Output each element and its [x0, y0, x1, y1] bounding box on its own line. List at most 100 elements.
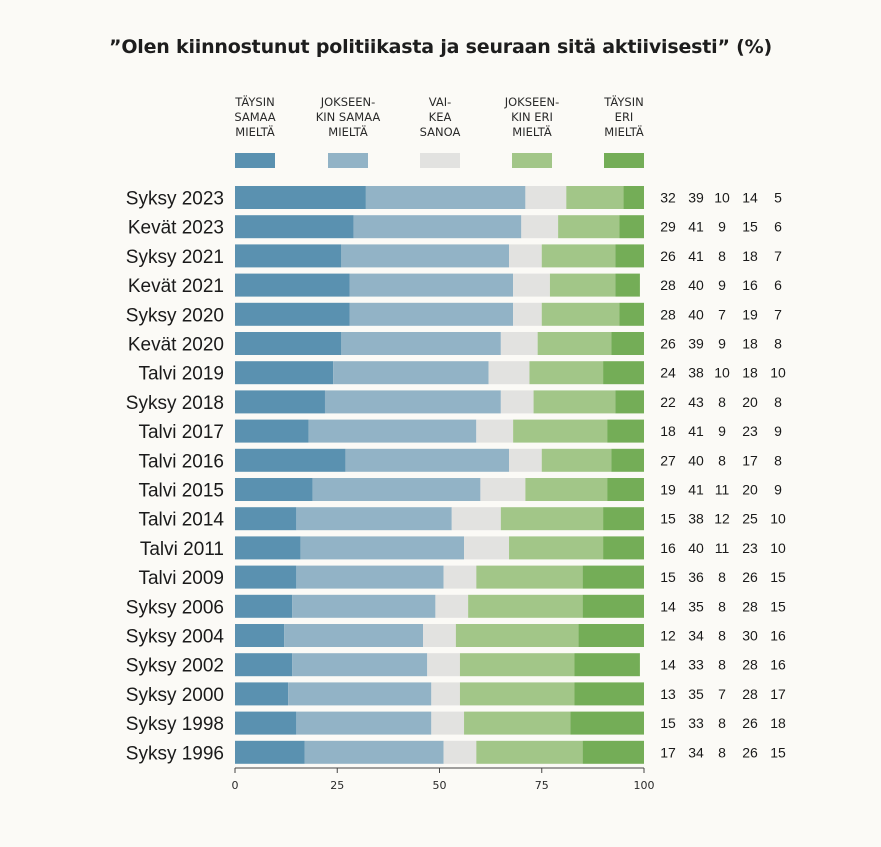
data-label: 28 — [660, 277, 676, 293]
bar-segment — [611, 448, 644, 472]
legend-item: JOKSEEN- KIN SAMAA MIELTÄ — [303, 95, 393, 168]
category-label: Talvi 2014 — [138, 510, 224, 531]
data-label: 35 — [688, 598, 704, 614]
bar-segment — [509, 536, 604, 560]
bar-segment — [525, 186, 567, 209]
data-label: 27 — [660, 452, 676, 468]
bar-segment — [476, 565, 583, 589]
data-label: 40 — [688, 306, 704, 322]
data-label: 7 — [774, 306, 782, 322]
data-label: 6 — [774, 219, 782, 235]
category-label: Syksy 2004 — [126, 627, 225, 648]
data-label: 13 — [660, 686, 676, 702]
bar-segment — [603, 361, 644, 385]
data-label: 18 — [742, 248, 758, 264]
bar-segment — [235, 273, 350, 297]
legend-item: TÄYSIN SAMAA MIELTÄ — [210, 95, 300, 168]
bar-segment — [582, 565, 644, 589]
data-label: 40 — [688, 277, 704, 293]
bar-segment — [300, 536, 465, 560]
x-tick-label: 0 — [232, 779, 239, 792]
data-label: 15 — [770, 598, 786, 614]
bar-segment — [476, 419, 514, 443]
bar-segment — [431, 682, 460, 706]
data-label: 40 — [688, 452, 704, 468]
bar-segment — [500, 507, 604, 531]
legend-label: VAI- KEA SANOA — [419, 95, 461, 139]
bar-segment — [574, 653, 640, 677]
data-label: 8 — [718, 248, 726, 264]
data-label: 34 — [688, 744, 704, 760]
bar-segment — [296, 711, 432, 735]
legend-swatch — [420, 153, 460, 168]
category-label: Syksy 2018 — [126, 393, 224, 414]
bar-segment — [427, 653, 460, 677]
data-label: 8 — [718, 394, 726, 410]
data-label: 11 — [715, 540, 730, 556]
bar-segment — [480, 478, 526, 501]
category-label: Syksy 2006 — [126, 597, 224, 618]
data-label: 5 — [774, 190, 782, 206]
bar-segment — [292, 594, 436, 618]
bar-segment — [235, 507, 297, 531]
bar-segment — [443, 740, 477, 764]
bar-segment — [235, 711, 297, 735]
bar-segment — [235, 740, 305, 764]
data-label: 43 — [688, 394, 704, 410]
data-label: 8 — [718, 628, 726, 644]
data-label: 26 — [742, 744, 758, 760]
x-tick-label: 75 — [535, 779, 549, 792]
bar-segment — [235, 302, 350, 326]
bar-segment — [525, 478, 608, 501]
data-label: 26 — [660, 336, 676, 352]
bar-segment — [615, 244, 644, 268]
data-label: 16 — [742, 277, 758, 293]
bar-segment — [435, 594, 469, 618]
bar-segment — [235, 448, 346, 472]
data-label: 9 — [718, 423, 726, 439]
bar-segment — [541, 302, 620, 326]
category-label: Syksy 2021 — [126, 247, 224, 268]
bar-segment — [513, 273, 550, 297]
legend-swatch — [604, 153, 644, 168]
data-label: 28 — [742, 598, 758, 614]
category-label: Syksy 1998 — [126, 714, 224, 735]
data-label: 40 — [688, 540, 704, 556]
bar-segment — [619, 302, 644, 326]
data-label: 15 — [660, 511, 676, 527]
bar-segment — [235, 390, 325, 414]
category-label: Syksy 2000 — [126, 685, 224, 706]
data-label: 8 — [774, 452, 782, 468]
bar-segment — [308, 419, 477, 443]
data-label: 29 — [660, 219, 676, 235]
data-label: 15 — [660, 569, 676, 585]
bar-segment — [464, 536, 510, 560]
bar-segment — [611, 332, 644, 355]
bar-segment — [464, 711, 571, 735]
data-label: 9 — [718, 277, 726, 293]
data-label: 8 — [774, 336, 782, 352]
data-label: 18 — [770, 715, 786, 731]
bar-segment — [603, 507, 644, 531]
bar-segment — [443, 565, 477, 589]
data-label: 16 — [770, 628, 786, 644]
data-label: 18 — [660, 423, 676, 439]
bar-segment — [235, 215, 354, 239]
bar-segment — [476, 740, 583, 764]
bar-segment — [459, 653, 575, 677]
data-label: 9 — [774, 482, 782, 498]
data-label: 17 — [770, 686, 786, 702]
data-label: 39 — [688, 190, 704, 206]
data-label: 7 — [718, 686, 726, 702]
data-label: 14 — [660, 657, 676, 673]
bar-segment — [549, 273, 616, 297]
legend-label: TÄYSIN ERI MIELTÄ — [604, 95, 644, 139]
category-label: Talvi 2019 — [138, 364, 224, 385]
bar-segment — [292, 653, 428, 677]
data-label: 9 — [718, 336, 726, 352]
bar-segment — [488, 361, 530, 385]
data-label: 38 — [688, 365, 704, 381]
bar-segment — [235, 244, 342, 268]
bar-segment — [349, 273, 514, 297]
data-label: 26 — [742, 569, 758, 585]
